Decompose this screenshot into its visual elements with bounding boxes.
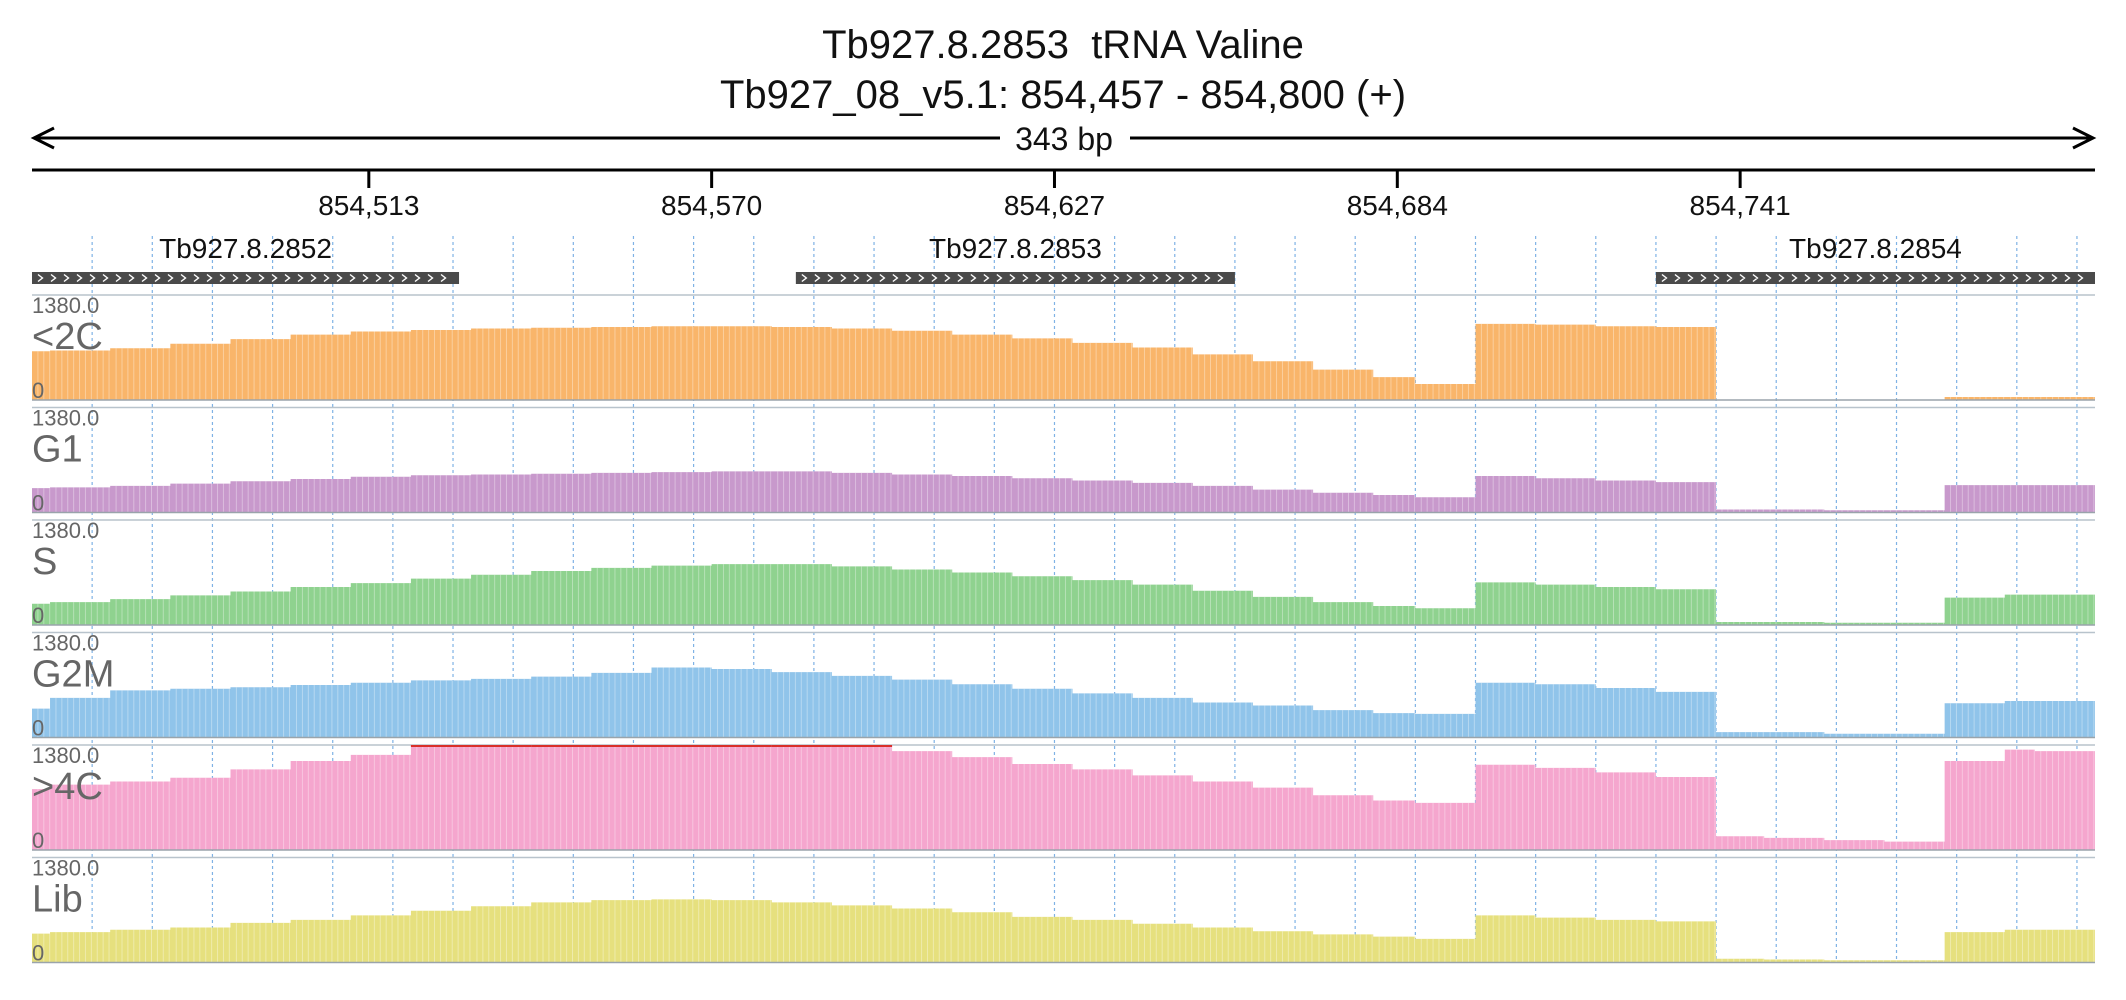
- coverage-area: [32, 667, 2095, 738]
- gene-label: Tb927.8.2852: [159, 233, 332, 264]
- span-arrow-right-head: [2072, 126, 2097, 150]
- track-ymin-label: 0: [32, 828, 44, 853]
- coverage-area: [32, 745, 2095, 850]
- track-name: <2C: [32, 316, 103, 358]
- span-arrow-left-head: [30, 126, 55, 150]
- ruler-tick-label: 854,684: [1347, 190, 1448, 221]
- coverage-area: [32, 899, 2095, 963]
- track-ymax-label: 1380.0: [32, 293, 99, 318]
- gene-label: Tb927.8.2853: [929, 233, 1102, 264]
- track-name: >4C: [32, 766, 103, 808]
- ruler-tick-label: 854,570: [661, 190, 762, 221]
- coverage-area: [32, 323, 2095, 400]
- track-ymin-label: 0: [32, 603, 44, 628]
- gene-strand-arrows: [1661, 273, 2084, 283]
- coverage-area: [32, 564, 2095, 625]
- span-length-label: 343 bp: [1015, 121, 1113, 157]
- chart-title-locus: Tb927_08_v5.1: 854,457 - 854,800 (+): [719, 73, 1407, 117]
- coverage-track: 1380.0S 0: [32, 518, 2095, 628]
- gene-strand-arrows: [37, 273, 447, 283]
- gene-label: Tb927.8.2854: [1789, 233, 1962, 264]
- gene-strand-arrows: [801, 273, 1224, 283]
- track-name: G2M: [32, 654, 114, 696]
- track-ymin-label: 0: [32, 491, 44, 516]
- coverage-area: [32, 471, 2095, 513]
- coverage-track: 1380.0G1 0: [32, 406, 2095, 516]
- track-name: G1: [32, 429, 83, 471]
- track-ymax-label: 1380.0: [32, 518, 99, 543]
- coverage-track: 1380.0>4C 0: [32, 743, 2095, 853]
- chart-title-gene: Tb927.8.2853 tRNA Valine: [822, 23, 1304, 67]
- track-name: Lib: [32, 879, 83, 921]
- ruler-tick-label: 854,741: [1690, 190, 1791, 221]
- track-ymin-label: 0: [32, 378, 44, 403]
- gene-body: [32, 272, 460, 284]
- track-name: S: [32, 541, 57, 583]
- track-ymax-label: 1380.0: [32, 856, 99, 881]
- track-ymax-label: 1380.0: [32, 406, 99, 431]
- chart-title: Tb927.8.2853 tRNA Valine Tb927_08_v5.1: …: [0, 20, 2126, 120]
- track-ymax-label: 1380.0: [32, 743, 99, 768]
- track-ymax-label: 1380.0: [32, 631, 99, 656]
- track-ymin-label: 0: [32, 716, 44, 741]
- ruler-tick-label: 854,627: [1004, 190, 1105, 221]
- track-ymin-label: 0: [32, 941, 44, 966]
- coverage-track: 1380.0<2C 0: [32, 293, 2095, 403]
- ruler-tick-label: 854,513: [318, 190, 419, 221]
